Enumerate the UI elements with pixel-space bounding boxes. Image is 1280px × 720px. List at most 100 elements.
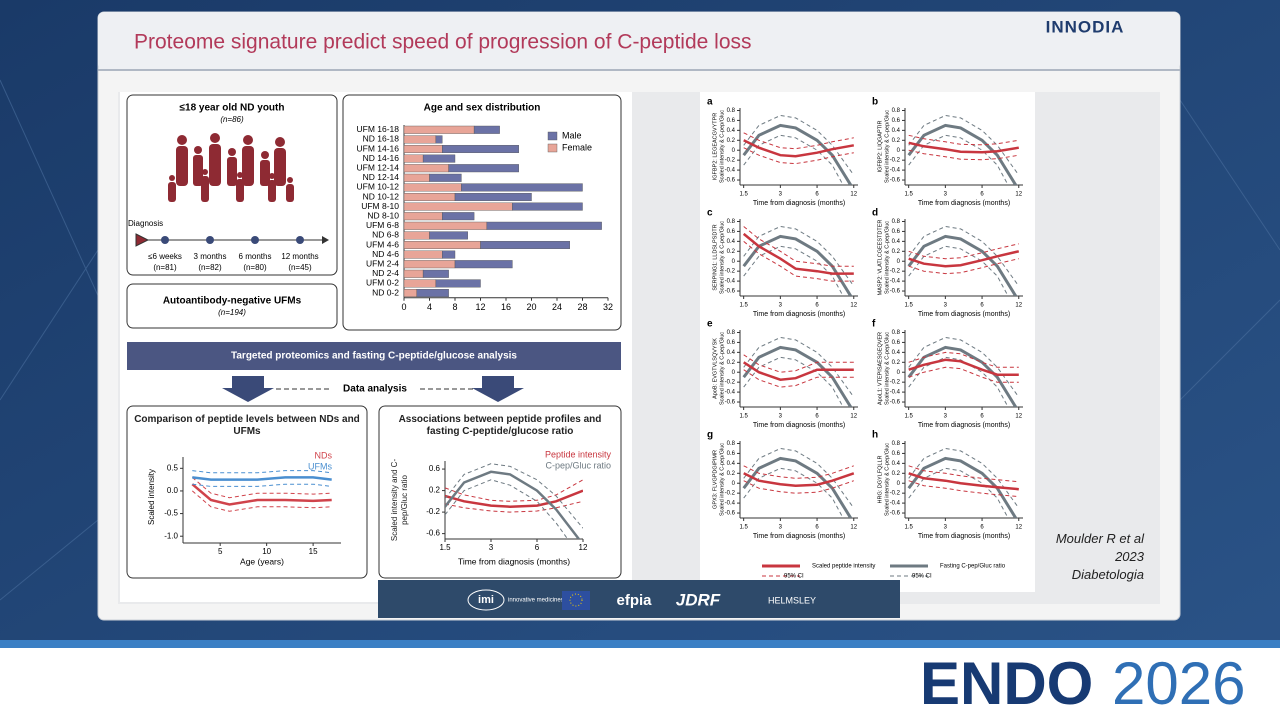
series-line	[192, 476, 332, 481]
y-tick-label: -0.2	[725, 158, 736, 164]
bar-segment	[473, 125, 500, 134]
series-line	[907, 123, 1018, 185]
panel-letter: a	[707, 97, 713, 108]
x-axis-label: Time from diagnosis (months)	[753, 200, 845, 207]
legend-label: Fasting C-pep/Gluc ratio	[940, 564, 1006, 570]
y-axis-sublabel: Scaled intensity & C-pep/Gluc	[719, 443, 725, 516]
series-line	[445, 470, 581, 539]
sponsor: HELMSLEY	[768, 595, 816, 605]
bar-segment	[442, 250, 456, 259]
y-tick-label: 0.8	[727, 441, 736, 447]
timeline-point	[161, 236, 169, 244]
timeline-label: 6 months	[239, 252, 272, 261]
x-tick-label: 3	[944, 525, 948, 531]
y-axis-sublabel: Scaled intensity & C-pep/Gluc	[884, 110, 890, 183]
y-tick-label: -0.6	[890, 178, 901, 184]
timeline-point	[206, 236, 214, 244]
imi-logo	[467, 589, 505, 611]
y-tick-label: 0.4	[892, 461, 901, 467]
bar-segment	[403, 240, 481, 249]
y-tick-label: 0.6	[727, 118, 736, 124]
ci-line	[743, 480, 854, 494]
y-tick-label: -0.6	[725, 289, 736, 295]
bar-segment	[403, 279, 437, 288]
x-tick-label: 3	[779, 303, 783, 309]
series-line	[742, 123, 853, 185]
x-tick-label: 12	[475, 302, 485, 312]
sponsor: imi	[478, 594, 494, 606]
legend-label: Male	[562, 130, 582, 140]
y-tick-label: -0.6	[890, 400, 901, 406]
x-tick-label: 32	[603, 302, 613, 312]
x-tick-label: 3	[944, 414, 948, 420]
legend-label: Peptide intensity	[545, 449, 612, 459]
series-line	[907, 234, 1018, 296]
y-tick-label: 0.6	[892, 229, 901, 235]
slide-title: Proteome signature predict speed of prog…	[134, 31, 752, 54]
bar-segment	[442, 144, 519, 153]
timeline-n: (n=45)	[288, 263, 312, 272]
x-tick-label: 12	[850, 414, 857, 420]
series-line	[908, 472, 1019, 491]
comparison-box	[126, 405, 368, 579]
ci-line	[191, 490, 332, 512]
category-label: UFM 8-10	[361, 201, 399, 211]
legend-swatch	[547, 131, 558, 141]
y-tick-label: 0.4	[727, 128, 736, 134]
ci-line	[743, 134, 844, 185]
y-tick-label: 0.2	[892, 249, 901, 255]
y-axis-label: Scaled intensity	[147, 469, 156, 525]
y-tick-label: -0.4	[725, 168, 736, 174]
x-tick-label: 16	[501, 302, 511, 312]
y-tick-label: 0.6	[727, 451, 736, 457]
ci-line	[908, 447, 1020, 509]
x-axis-label: Time from diagnosis (months)	[918, 311, 1010, 318]
y-tick-label: 0.6	[892, 340, 901, 346]
ci-line	[908, 336, 1020, 398]
ci-line	[743, 147, 854, 165]
x-tick-label: 1.5	[904, 414, 913, 420]
ci-line	[908, 465, 1019, 483]
banner-text: Targeted proteomics and fasting C-peptid…	[231, 351, 517, 362]
category-label: ND 6-8	[372, 230, 399, 240]
ci-line	[908, 134, 1019, 146]
x-tick-label: 12	[1015, 525, 1022, 531]
x-tick-label: 1.5	[904, 192, 913, 198]
ci-line	[908, 351, 1019, 368]
x-tick-label: 6	[815, 303, 819, 309]
y-tick-label: -0.2	[890, 158, 901, 164]
legend-label: UFMs	[308, 461, 332, 471]
footer-year: 2026	[1112, 650, 1245, 717]
y-tick-label: 0	[897, 259, 901, 265]
y-tick-label: 0.8	[727, 108, 736, 114]
ci-line	[743, 465, 854, 479]
x-axis-label: Time from diagnosis (months)	[458, 556, 570, 566]
category-label: UFM 4-6	[366, 239, 399, 249]
arrow	[472, 376, 524, 402]
y-tick-label: -0.4	[725, 279, 736, 285]
ci-line	[908, 114, 1020, 176]
x-tick-label: 1.5	[904, 525, 913, 531]
x-tick-label: 8	[452, 302, 457, 312]
x-tick-label: 6	[815, 192, 819, 198]
ci-line	[908, 225, 1020, 287]
cohort-box	[126, 94, 338, 276]
category-label: ND 16-18	[363, 134, 400, 144]
y-tick-label: 0.2	[892, 471, 901, 477]
x-tick-label: 4	[427, 302, 432, 312]
y-tick-label: -1.0	[164, 531, 178, 540]
y-tick-label: 0.2	[727, 138, 736, 144]
category-label: ND 12-14	[363, 172, 400, 182]
x-tick-label: 3	[779, 192, 783, 198]
y-tick-label: 0.5	[167, 463, 179, 472]
bar-segment	[403, 154, 424, 163]
legend-label: Female	[562, 142, 592, 152]
category-label: ND 4-6	[372, 249, 399, 259]
bar-segment	[403, 164, 449, 173]
y-axis-label: SERPING1: LLDSLPSDTR	[712, 224, 718, 290]
sponsor: efpia	[616, 592, 652, 609]
ufm-box	[126, 283, 338, 329]
y-tick-label: 0.0	[167, 486, 179, 495]
y-tick-label: 0.4	[727, 350, 736, 356]
y-tick-label: 0	[897, 148, 901, 154]
